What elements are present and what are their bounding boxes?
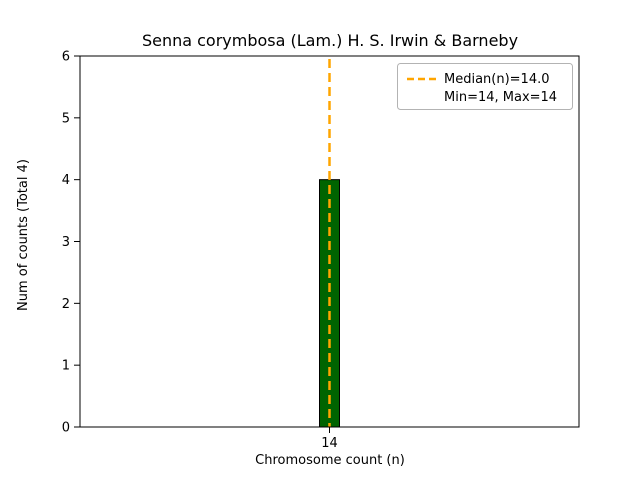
legend-box [397, 63, 573, 110]
y-tick-label: 0 [62, 421, 70, 436]
x-tick-label: 14 [321, 436, 338, 451]
y-tick-label: 5 [62, 111, 70, 126]
axes-frame [79, 55, 580, 428]
y-tick-label: 2 [62, 297, 70, 312]
y-tick-label: 6 [62, 50, 70, 65]
legend-minmax-label: Min=14, Max=14 [444, 90, 557, 105]
x-axis-label: Chromosome count (n) [255, 453, 405, 468]
legend-median-label: Median(n)=14.0 [444, 72, 550, 87]
y-tick-label: 3 [62, 235, 70, 250]
chart-title: Senna corymbosa (Lam.) H. S. Irwin & Bar… [142, 31, 518, 50]
y-tick-label: 1 [62, 359, 70, 374]
legend: Median(n)=14.0 Min=14, Max=14 [397, 63, 573, 110]
y-tick-label: 4 [62, 173, 70, 188]
plot-area: 0 1 2 3 4 5 6 14 [62, 50, 580, 451]
y-axis-label: Num of counts (Total 4) [16, 159, 31, 311]
